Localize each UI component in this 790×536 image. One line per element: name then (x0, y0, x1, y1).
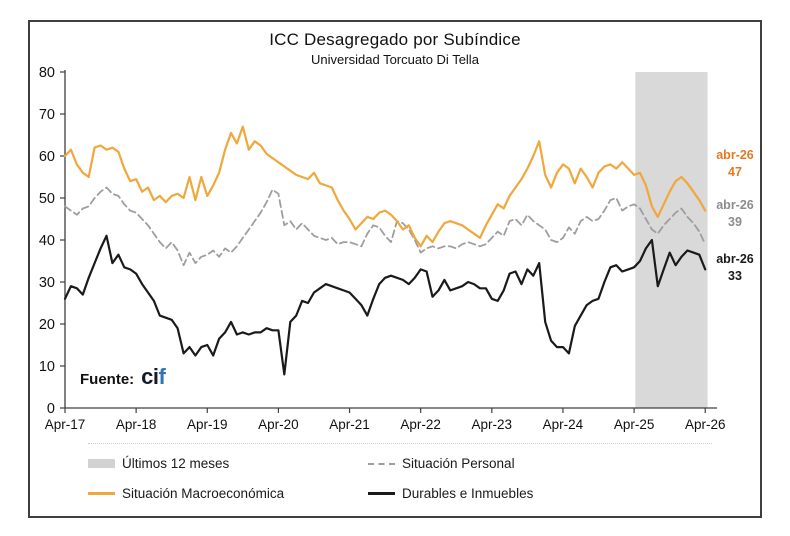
cif-logo: cif (141, 364, 166, 390)
chart-title: ICC Desagregado por Subíndice (269, 30, 521, 49)
series-line-situaci-n-personal (64, 186, 707, 267)
cif-logo-f: f (158, 364, 166, 389)
legend-label: Situación Personal (402, 456, 515, 471)
series-line-situaci-n-macroecon-mica (63, 125, 707, 248)
end-label-value: 47 (728, 165, 742, 179)
legend-item-ultimos-12-meses: Últimos 12 meses (88, 456, 229, 471)
x-axis-tick-label: Apr-23 (472, 417, 513, 432)
y-axis-tick-label: 60 (39, 149, 55, 165)
y-axis-tick-label: 40 (39, 233, 55, 249)
end-label-value: 39 (728, 215, 742, 229)
series-line-durables-e-inmuebles (63, 234, 707, 376)
legend-band-swatch (88, 459, 115, 468)
y-axis-tick-label: 10 (39, 359, 55, 375)
legend-label: Últimos 12 meses (122, 456, 230, 471)
end-label-personal: abr-26 39 (706, 197, 764, 231)
legend-solid-line-swatch (368, 492, 395, 495)
cif-logo-ci: ci (141, 364, 159, 389)
shaded-region-last-12-months (635, 72, 708, 408)
x-axis-tick-label: Apr-17 (45, 417, 86, 432)
chart-subtitle: Universidad Torcuato Di Tella (311, 52, 479, 67)
end-label-macroeconomica: abr-26 47 (706, 147, 764, 181)
end-label-date: abr-26 (716, 198, 754, 212)
x-axis-tick-label: Apr-26 (685, 417, 726, 432)
legend-dashed-line-swatch (368, 462, 395, 465)
x-axis-tick-label: Apr-21 (329, 417, 370, 432)
legend-separator (88, 443, 712, 444)
x-axis-tick-label: Apr-24 (543, 417, 584, 432)
legend-label: Situación Macroeconómica (122, 486, 285, 501)
y-axis-tick-label: 0 (47, 401, 55, 417)
source-note: Fuente: cif (80, 364, 166, 390)
y-axis-tick-label: 20 (39, 317, 55, 333)
legend-item-durables-e-inmuebles: Durables e Inmuebles (368, 486, 533, 501)
x-axis-tick-label: Apr-20 (258, 417, 299, 432)
y-axis-tick-label: 70 (39, 107, 55, 123)
legend-solid-line-swatch (88, 492, 115, 495)
end-label-date: abr-26 (716, 252, 754, 266)
end-label-durables: abr-26 33 (706, 251, 764, 285)
x-axis-tick-label: Apr-19 (187, 417, 228, 432)
source-label: Fuente: (80, 371, 135, 388)
end-label-date: abr-26 (716, 148, 754, 162)
x-axis-tick-label: Apr-25 (614, 417, 655, 432)
legend-label: Durables e Inmuebles (402, 486, 534, 501)
legend-item-situacion-personal: Situación Personal (368, 456, 515, 471)
x-axis-tick-label: Apr-22 (400, 417, 441, 432)
x-axis-tick-label: Apr-18 (116, 417, 157, 432)
y-axis-tick-label: 50 (39, 191, 55, 207)
y-axis-tick-label: 80 (39, 65, 55, 81)
legend-item-situacion-macroeconomica: Situación Macroeconómica (88, 486, 284, 501)
y-axis-tick-label: 30 (39, 275, 55, 291)
end-label-value: 33 (728, 269, 742, 283)
